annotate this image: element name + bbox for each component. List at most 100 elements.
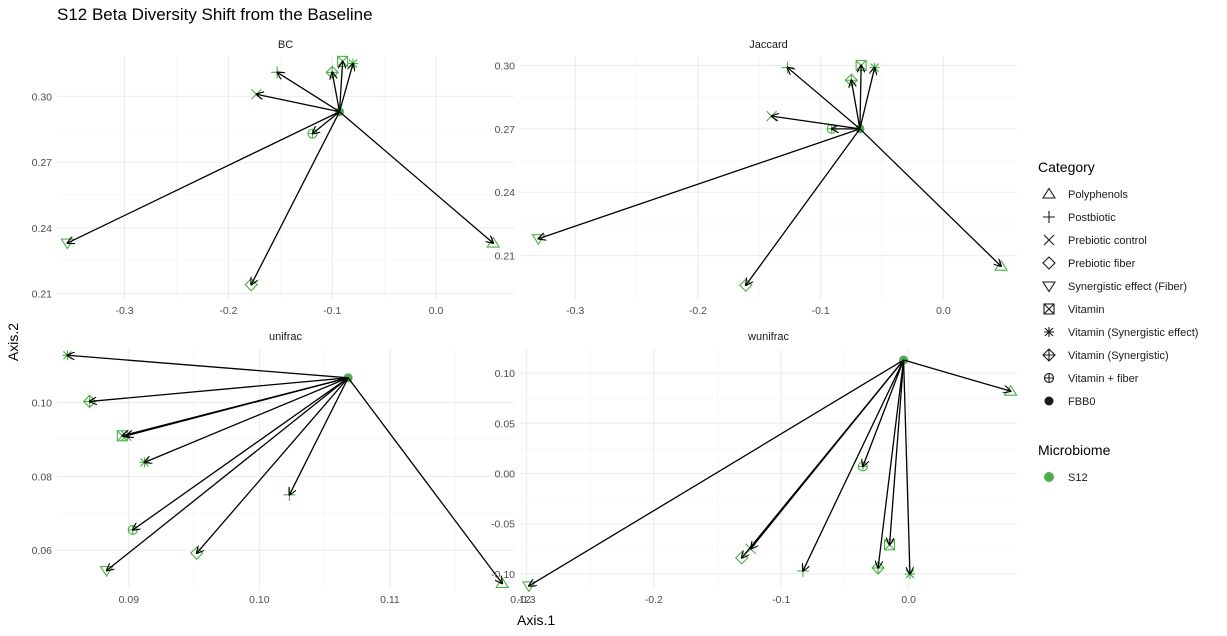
y-tick-label: 0.06 — [32, 545, 53, 557]
y-tick-label: 0.21 — [495, 251, 516, 263]
facet-wunifrac: -0.3 -0.2 -0.1 0.0 -0.10 -0.05 0.00 0.05 0.10 wun… — [491, 331, 1018, 606]
y-tick-label: -0.10 — [491, 569, 515, 581]
legend-label: Vitamin + fiber — [1068, 373, 1139, 385]
shift-arrow-prebiotic-fiber — [742, 359, 905, 558]
shift-arrow-synergistic-effect-fiber — [107, 377, 349, 571]
chart-title: S12 Beta Diversity Shift from the Baseli… — [57, 5, 373, 24]
shift-arrow-polyphenols — [859, 128, 1001, 266]
legend-item-synergistic-effect-fiber: Synergistic effect (Fiber) — [1042, 281, 1187, 293]
facet-title-wunifrac: wunifrac — [747, 331, 789, 343]
shift-arrow-vitamin-synergistic-effect — [67, 355, 349, 379]
legend-key-vitamin-fiber — [1043, 372, 1055, 384]
legend-item-postbiotic: Postbiotic — [1043, 211, 1116, 224]
shift-arrow-postbiotic — [803, 359, 905, 571]
legend-key-synergistic-effect-fiber — [1042, 281, 1056, 293]
legend-key-postbiotic — [1043, 211, 1055, 223]
y-tick-label: 0.24 — [32, 223, 53, 235]
legend-label: Prebiotic fiber — [1068, 258, 1136, 270]
shift-arrow-synergistic-effect-fiber — [529, 359, 904, 586]
x-axis-title: Axis.1 — [517, 612, 555, 628]
legend-item-vitamin: Vitamin — [1043, 303, 1104, 316]
shift-arrow-vitamin-synergistic-effect — [338, 64, 354, 112]
y-tick-label: 0.05 — [495, 418, 516, 430]
legend-item-polyphenols: Polyphenols — [1042, 187, 1128, 201]
shift-arrow-prebiotic-fiber — [197, 377, 349, 553]
y-tick-label: 0.30 — [32, 91, 53, 103]
shift-arrow-vitamin-synergistic-effect — [859, 68, 875, 129]
legend-label: Postbiotic — [1068, 212, 1116, 224]
x-tick-label: 0.10 — [249, 594, 270, 606]
legend-key-vitamin-synergistic — [1042, 348, 1056, 362]
shift-arrow-vitamin-synergistic — [332, 72, 341, 112]
x-tick-label: -0.1 — [812, 305, 830, 317]
shift-arrow-prebiotic-control — [772, 116, 861, 130]
legend-label: FBB0 — [1068, 396, 1096, 408]
legend-key-fbb0 — [1044, 396, 1054, 406]
shift-arrow-prebiotic-fiber — [746, 128, 861, 285]
x-tick-label: 0.09 — [119, 594, 140, 606]
legend-item-prebiotic-fiber: Prebiotic fiber — [1042, 256, 1136, 270]
shift-arrow-vitamin-synergistic — [878, 359, 905, 568]
x-tick-label: 0.11 — [380, 594, 400, 606]
legend-label: S12 — [1068, 472, 1088, 484]
legend: Category Microbiome Polyphenols Postbioti… — [1038, 159, 1198, 484]
facet-jaccard: -0.3 -0.2 -0.1 0.0 0.21 0.24 0.27 0.30 Jaccard — [495, 39, 1017, 317]
legend-label: Prebiotic control — [1068, 235, 1147, 247]
shift-arrow-postbiotic — [277, 72, 340, 113]
shift-arrow-synergistic-effect-fiber — [538, 128, 861, 239]
legend-microbiome-key — [1044, 472, 1054, 482]
y-tick-label: 0.24 — [495, 187, 516, 199]
x-tick-label: -0.1 — [323, 305, 341, 317]
y-tick-label: 0.10 — [495, 368, 516, 380]
legend-key-polyphenols — [1042, 187, 1056, 199]
x-tick-label: -0.2 — [645, 594, 663, 606]
legend-item-vitamin-synergistic: Vitamin (Synergistic) — [1042, 348, 1169, 362]
shift-arrow-vitamin-fiber — [313, 111, 340, 134]
shift-arrow-postbiotic — [289, 377, 349, 495]
legend-key-vitamin — [1043, 303, 1055, 315]
legend-item-vitamin-synergistic-effect: Vitamin (Synergistic effect) — [1044, 327, 1198, 339]
y-tick-label: 0.00 — [495, 469, 516, 481]
shift-arrow-vitamin — [340, 61, 343, 112]
shift-arrow-prebiotic-fiber — [251, 111, 341, 285]
shift-arrow-polyphenols — [347, 377, 502, 584]
legend-label: Vitamin (Synergistic) — [1068, 350, 1169, 362]
x-tick-label: 0.0 — [429, 305, 444, 317]
legend-item-fbb0: FBB0 — [1044, 396, 1096, 408]
shift-arrow-vitamin — [860, 65, 861, 129]
legend-microbiome-s12: S12 — [1044, 472, 1088, 484]
y-tick-label: 0.30 — [495, 60, 516, 72]
y-axis-title: Axis.2 — [5, 323, 21, 361]
legend-label: Vitamin (Synergistic effect) — [1068, 327, 1198, 339]
shift-arrow-vitamin-synergistic-effect — [902, 360, 910, 574]
shift-arrow-vitamin-fiber — [863, 359, 905, 466]
y-tick-label: 0.27 — [495, 124, 516, 136]
shift-arrow-vitamin — [890, 359, 905, 545]
shift-arrow-polyphenols — [903, 359, 1011, 391]
y-tick-label: 0.21 — [32, 288, 53, 300]
x-tick-label: 0.0 — [901, 594, 916, 606]
y-tick-label: 0.10 — [32, 398, 53, 410]
facet-unifrac: 0.09 0.10 0.11 0.12 0.06 0.08 0.10 unifrac — [32, 331, 531, 606]
x-tick-label: 0.0 — [936, 305, 951, 317]
x-tick-label: -0.3 — [566, 305, 584, 317]
x-tick-label: -0.2 — [219, 305, 237, 317]
shift-arrow-vitamin-synergistic-effect — [144, 377, 349, 463]
facet-title-bc: BC — [278, 39, 293, 51]
shift-arrow-prebiotic-control — [256, 94, 340, 113]
legend-label: Synergistic effect (Fiber) — [1068, 281, 1187, 293]
legend-key-prebiotic-control — [1043, 234, 1055, 246]
legend-item-prebiotic-control: Prebiotic control — [1043, 234, 1147, 247]
y-tick-label: 0.08 — [32, 471, 53, 483]
x-tick-label: -0.1 — [772, 594, 790, 606]
y-tick-label: 0.27 — [32, 157, 53, 169]
point-synergistic-effect-fiber — [531, 234, 546, 246]
legend-microbiome-title: Microbiome — [1038, 442, 1111, 458]
facet-bc: -0.3 -0.2 -0.1 0.0 0.21 0.24 0.27 0.30 BC — [32, 39, 514, 317]
x-tick-label: -0.2 — [689, 305, 707, 317]
shift-arrow-vitamin-fiber — [133, 377, 349, 530]
shift-arrow-postbiotic — [788, 68, 861, 130]
shift-arrow-vitamin-synergistic — [90, 377, 349, 402]
